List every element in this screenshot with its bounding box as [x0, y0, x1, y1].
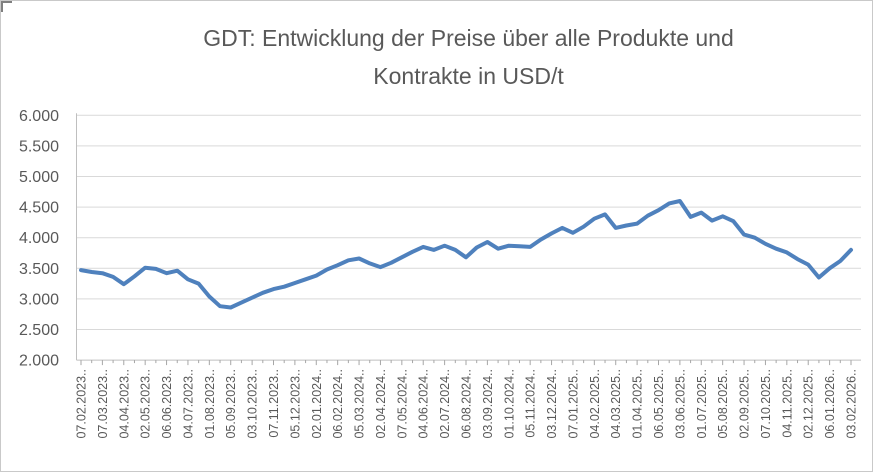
x-axis-label: 02.05.2023..	[139, 369, 153, 439]
x-axis-label: 05.08.2025..	[716, 369, 730, 439]
x-axis-label: 04.02.2025..	[588, 369, 602, 439]
y-axis-label: 2.500	[19, 322, 59, 339]
x-axis-label: 03.09.2024..	[481, 369, 495, 439]
chart-title: GDT: Entwicklung der Preise über alle Pr…	[76, 19, 861, 95]
x-axis-label: 06.02.2024..	[331, 369, 345, 439]
x-axis-label: 01.08.2023..	[203, 369, 217, 439]
x-axis-label: 05.09.2023..	[224, 369, 238, 439]
x-axis-label: 07.02.2023..	[75, 369, 89, 439]
window-corner-artifact	[1, 1, 12, 12]
x-axis-label: 07.03.2023..	[96, 369, 110, 439]
x-axis-label: 03.10.2023..	[246, 369, 260, 439]
x-axis-label: 05.11.2024..	[524, 369, 538, 438]
x-axis-label: 01.07.2025..	[695, 369, 709, 439]
y-axis-label: 2.000	[19, 353, 59, 370]
x-axis-label: 03.12.2024..	[545, 369, 559, 439]
x-axis-label: 03.06.2025..	[673, 369, 687, 439]
x-axis-label: 05.03.2024..	[353, 369, 367, 439]
y-axis-label: 4.500	[19, 200, 59, 217]
price-line	[79, 199, 853, 310]
x-axis-label: 07.11.2023..	[267, 369, 281, 438]
x-axis-label: 02.01.2024..	[310, 369, 324, 439]
x-axis-label: 06.01.2026..	[823, 369, 837, 439]
x-axis-label: 02.07.2024..	[438, 369, 452, 439]
x-axis-label: 06.08.2024..	[460, 369, 474, 439]
x-axis-label: 04.06.2024..	[417, 369, 431, 439]
x-axis-label: 02.12.2025..	[802, 369, 816, 439]
y-axis-label: 5.000	[19, 169, 59, 186]
x-axis-label: 02.04.2024..	[374, 369, 388, 439]
x-axis-label: 07.10.2025..	[759, 369, 773, 439]
y-axis-label: 4.000	[19, 230, 59, 247]
x-axis-label: 06.05.2025..	[652, 369, 666, 439]
x-axis-label: 05.12.2023..	[288, 369, 302, 439]
y-axis-label: 5.500	[19, 138, 59, 155]
x-axis-label: 04.04.2023..	[117, 369, 131, 439]
x-axis-label: 04.03.2025..	[609, 369, 623, 439]
y-axis-label: 6.000	[19, 108, 59, 125]
x-axis-label: 01.04.2025..	[631, 369, 645, 439]
x-axis-label: 06.06.2023..	[160, 369, 174, 439]
x-axis-label: 04.11.2025..	[780, 369, 794, 438]
y-axis-label: 3.500	[19, 261, 59, 278]
x-axis-label: 02.09.2025..	[738, 369, 752, 439]
chart-title-line2: Kontrakte in USD/t	[373, 63, 564, 89]
x-axis-label: 07.01.2025..	[566, 369, 580, 439]
x-axis-label: 01.10.2024..	[502, 369, 516, 439]
x-axis-label: 03.02.2026..	[845, 369, 859, 439]
chart-title-line1: GDT: Entwicklung der Preise über alle Pr…	[203, 25, 734, 51]
y-axis-label: 3.000	[19, 291, 59, 308]
x-axis-label: 04.07.2023..	[181, 369, 195, 439]
x-axis-label: 07.05.2024..	[395, 369, 409, 439]
